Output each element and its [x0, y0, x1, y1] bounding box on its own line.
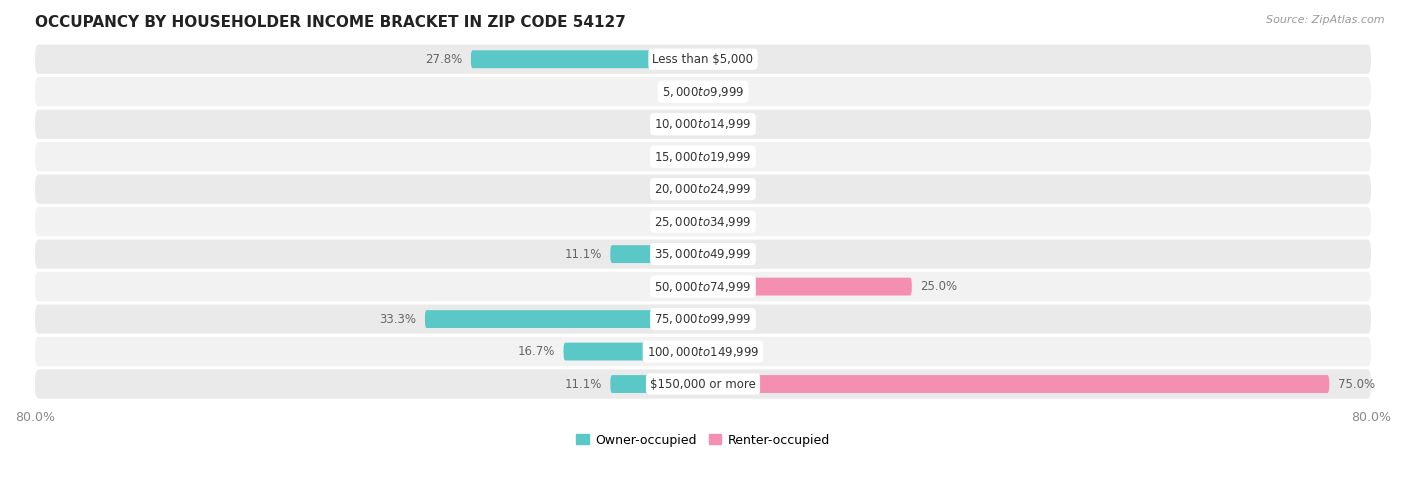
Text: 0.0%: 0.0% [711, 118, 741, 131]
Text: 0.0%: 0.0% [665, 118, 695, 131]
Text: $50,000 to $74,999: $50,000 to $74,999 [654, 280, 752, 294]
FancyBboxPatch shape [35, 110, 1371, 139]
Text: 0.0%: 0.0% [711, 85, 741, 98]
Text: $150,000 or more: $150,000 or more [650, 377, 756, 391]
Text: 0.0%: 0.0% [711, 183, 741, 196]
FancyBboxPatch shape [564, 343, 703, 360]
FancyBboxPatch shape [610, 375, 703, 393]
FancyBboxPatch shape [35, 272, 1371, 301]
Text: $20,000 to $24,999: $20,000 to $24,999 [654, 182, 752, 196]
Text: Source: ZipAtlas.com: Source: ZipAtlas.com [1267, 15, 1385, 25]
Text: 16.7%: 16.7% [517, 345, 555, 358]
Text: $25,000 to $34,999: $25,000 to $34,999 [654, 215, 752, 228]
FancyBboxPatch shape [35, 45, 1371, 74]
Text: 11.1%: 11.1% [565, 247, 602, 261]
Text: 0.0%: 0.0% [665, 215, 695, 228]
Text: Less than $5,000: Less than $5,000 [652, 53, 754, 66]
FancyBboxPatch shape [35, 370, 1371, 399]
FancyBboxPatch shape [610, 245, 703, 263]
Text: $5,000 to $9,999: $5,000 to $9,999 [662, 85, 744, 99]
Text: 0.0%: 0.0% [665, 85, 695, 98]
Text: 0.0%: 0.0% [711, 215, 741, 228]
Text: 0.0%: 0.0% [665, 280, 695, 293]
Legend: Owner-occupied, Renter-occupied: Owner-occupied, Renter-occupied [576, 433, 830, 447]
FancyBboxPatch shape [35, 142, 1371, 171]
FancyBboxPatch shape [703, 375, 1329, 393]
Text: $100,000 to $149,999: $100,000 to $149,999 [647, 345, 759, 358]
Text: $35,000 to $49,999: $35,000 to $49,999 [654, 247, 752, 261]
Text: $10,000 to $14,999: $10,000 to $14,999 [654, 117, 752, 131]
Text: 0.0%: 0.0% [711, 345, 741, 358]
FancyBboxPatch shape [35, 207, 1371, 236]
Text: $15,000 to $19,999: $15,000 to $19,999 [654, 150, 752, 164]
FancyBboxPatch shape [35, 337, 1371, 366]
Text: 0.0%: 0.0% [711, 247, 741, 261]
Text: 0.0%: 0.0% [711, 313, 741, 326]
FancyBboxPatch shape [35, 77, 1371, 106]
FancyBboxPatch shape [703, 278, 911, 296]
FancyBboxPatch shape [35, 304, 1371, 334]
Text: $75,000 to $99,999: $75,000 to $99,999 [654, 312, 752, 326]
Text: 0.0%: 0.0% [665, 183, 695, 196]
FancyBboxPatch shape [35, 240, 1371, 269]
Text: 75.0%: 75.0% [1337, 377, 1375, 391]
Text: 11.1%: 11.1% [565, 377, 602, 391]
Text: 0.0%: 0.0% [665, 150, 695, 163]
Text: 33.3%: 33.3% [380, 313, 416, 326]
FancyBboxPatch shape [471, 50, 703, 68]
FancyBboxPatch shape [35, 174, 1371, 204]
Text: OCCUPANCY BY HOUSEHOLDER INCOME BRACKET IN ZIP CODE 54127: OCCUPANCY BY HOUSEHOLDER INCOME BRACKET … [35, 15, 626, 30]
Text: 27.8%: 27.8% [425, 53, 463, 66]
Text: 0.0%: 0.0% [711, 53, 741, 66]
FancyBboxPatch shape [425, 310, 703, 328]
Text: 0.0%: 0.0% [711, 150, 741, 163]
Text: 25.0%: 25.0% [920, 280, 957, 293]
